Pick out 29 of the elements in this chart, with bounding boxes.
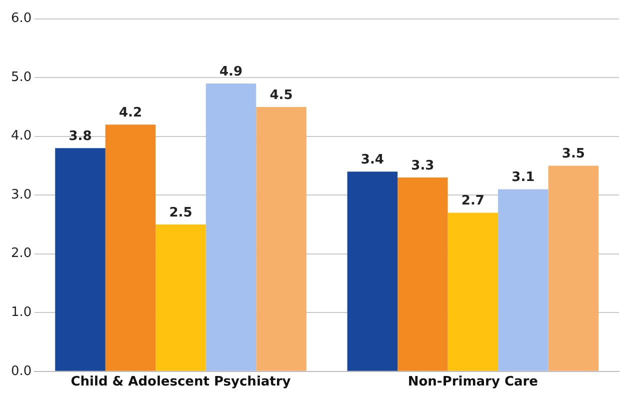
data-label: 2.5 (169, 205, 192, 220)
bar (256, 106, 306, 371)
data-label: 2.7 (461, 194, 484, 209)
bar (156, 224, 206, 371)
y-tick-label: 2.0 (10, 246, 32, 262)
bar (55, 148, 106, 371)
bar (448, 212, 498, 371)
data-label: 3.3 (411, 158, 434, 174)
y-tick-label: 5.0 (10, 70, 32, 85)
bar (347, 172, 398, 371)
y-tick-label: 4.0 (10, 128, 32, 144)
data-label: 4.9 (219, 64, 243, 80)
bar (206, 83, 256, 371)
data-label: 4.2 (118, 105, 142, 120)
data-label: 4.5 (270, 88, 293, 103)
data-label: 3.8 (68, 128, 92, 144)
y-tick-label: 0.0 (10, 364, 32, 379)
data-label: 3.4 (360, 152, 384, 168)
data-label: 3.1 (512, 170, 535, 186)
bar (105, 124, 156, 371)
bar (548, 166, 599, 371)
bar (398, 177, 448, 371)
y-tick-label: 3.0 (10, 187, 32, 202)
y-tick-label: 6.0 (10, 11, 32, 26)
y-tick-label: 1.0 (10, 305, 32, 320)
data-label: 3.5 (562, 146, 585, 162)
x-tick-label: Non-Primary Care (408, 374, 538, 390)
bar (498, 189, 548, 371)
x-tick-label: Child & Adolescent Psychiatry (70, 374, 292, 390)
